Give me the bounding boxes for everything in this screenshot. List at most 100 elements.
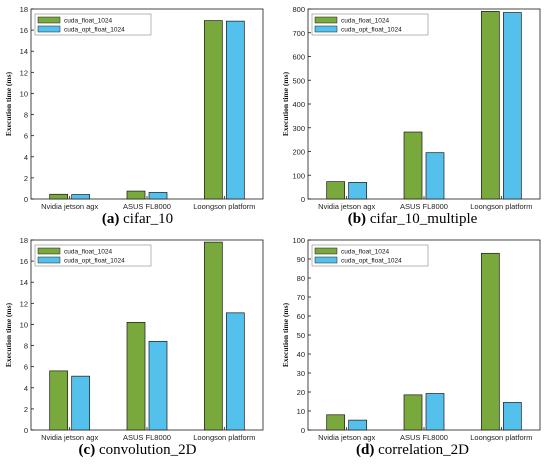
chart-b-xtick-label: Nvidia jetson agx: [318, 202, 375, 211]
chart-b-ytick-label: 200: [292, 148, 305, 157]
caption-b-text: cifar_10_multiple: [369, 211, 478, 227]
chart-b-bar-opt-float: [348, 182, 368, 200]
chart-c-legend-label-float: cuda_float_1024: [64, 249, 112, 256]
chart-a-ytick-label: 0: [24, 195, 28, 204]
chart-a-xtick-label: Loongson platform: [193, 202, 255, 211]
chart-c-ytick-label: 18: [20, 236, 28, 245]
chart-c-bar-opt-float: [225, 312, 245, 431]
chart-a-ytick-label: 14: [20, 47, 28, 56]
chart-d-ytick-label: 0: [301, 426, 305, 435]
chart-b-legend-swatch-opt-float: [314, 25, 338, 33]
chart-d-ytick-label: 60: [297, 312, 305, 321]
chart-c-ytick-label: 14: [20, 278, 28, 287]
chart-d-bar-opt-float: [425, 393, 445, 431]
caption-a: (a) cifar_10: [0, 211, 275, 228]
chart-d-xtick-label: Nvidia jetson agx: [318, 433, 375, 442]
chart-a-plot-frame: [30, 8, 264, 200]
chart-a-bar-float: [49, 193, 69, 200]
chart-a-ytick-label: 18: [20, 5, 28, 14]
chart-a-legend-label-opt-float: cuda_opt_float_1024: [64, 27, 125, 34]
chart-d-ytick-label: 50: [297, 331, 305, 340]
caption-a-label: (a): [101, 211, 120, 227]
chart-b-bar-float: [326, 181, 346, 200]
chart-d-ytick-label: 90: [297, 255, 305, 264]
chart-b-legend-label-float: cuda_float_1024: [341, 18, 389, 25]
chart-a-bar-opt-float: [71, 194, 91, 200]
chart-d-ytick-label: 80: [297, 274, 305, 283]
chart-a-legend-swatch-float: [37, 16, 61, 24]
chart-b-bar-opt-float: [425, 152, 445, 200]
chart-b-bar-float: [480, 11, 500, 200]
chart-d-ytick-label: 40: [297, 350, 305, 359]
chart-c-bar-opt-float: [71, 375, 91, 431]
caption-b: (b) cifar_10_multiple: [275, 211, 550, 228]
chart-b-ytick-label: 600: [292, 53, 305, 62]
chart-c-ytick-label: 16: [20, 257, 28, 266]
chart-b-ylabel: Execution time (ms): [281, 71, 290, 136]
chart-d-ytick-label: 10: [297, 407, 305, 416]
chart-d-bar-opt-float: [348, 419, 368, 431]
caption-d: (d) correlation_2D: [275, 442, 550, 459]
chart-d-legend-label-float: cuda_float_1024: [341, 249, 389, 256]
chart-b-ytick-label: 800: [292, 5, 305, 14]
chart-c-xtick-label: Nvidia jetson agx: [41, 433, 98, 442]
chart-a-ytick-label: 2: [24, 174, 28, 183]
caption-c: (c) convolution_2D: [0, 442, 275, 459]
chart-a-xtick-label: ASUS FL8000: [123, 202, 171, 211]
chart-a-xtick-label: Nvidia jetson agx: [41, 202, 98, 211]
chart-c-bar-float: [203, 241, 223, 431]
chart-c-bar-float: [49, 370, 69, 431]
chart-b-bar-float: [403, 131, 423, 200]
chart-a-ytick-label: 8: [24, 111, 28, 120]
chart-c-ytick-label: 2: [24, 405, 28, 414]
chart-c-plot-frame: [30, 239, 264, 431]
chart-d-bar-float: [480, 252, 500, 431]
chart-b-ytick-label: 500: [292, 76, 305, 85]
caption-b-label: (b): [347, 211, 367, 227]
chart-b-legend-swatch-float: [314, 16, 338, 24]
chart-b-ytick-label: 400: [292, 100, 305, 109]
caption-a-text: cifar_10: [123, 211, 174, 227]
chart-d-xtick-label: ASUS FL8000: [400, 433, 448, 442]
chart-b-xtick-label: ASUS FL8000: [400, 202, 448, 211]
chart-d-ytick-label: 30: [297, 369, 305, 378]
caption-c-label: (c): [78, 442, 96, 458]
chart-a-ytick-label: 6: [24, 132, 28, 141]
chart-a-ytick-label: 10: [20, 89, 28, 98]
chart-c-legend-box: [34, 244, 152, 267]
chart-d-plot-frame: [307, 239, 541, 431]
chart-d-bar-float: [326, 414, 346, 431]
chart-a-bar-opt-float: [148, 192, 168, 200]
chart-a-bar-float: [203, 20, 223, 200]
caption-d-label: (d): [356, 442, 375, 458]
chart-a-ytick-label: 16: [20, 26, 28, 35]
chart-d-xtick-label: Loongson platform: [470, 433, 532, 442]
chart-d-legend-swatch-float: [314, 247, 338, 255]
chart-b-legend-label-opt-float: cuda_opt_float_1024: [341, 27, 402, 34]
chart-d-legend-swatch-opt-float: [314, 256, 338, 264]
chart-a-bar-opt-float: [225, 20, 245, 200]
caption-c-text: convolution_2D: [98, 442, 197, 458]
chart-d-legend-box: [311, 244, 429, 267]
chart-c-xtick-label: ASUS FL8000: [123, 433, 171, 442]
chart-c-ytick-label: 10: [20, 320, 28, 329]
chart-d-bar-float: [403, 394, 423, 431]
chart-a-legend-label-float: cuda_float_1024: [64, 18, 112, 25]
chart-b-ytick-label: 100: [292, 171, 305, 180]
chart-d-ytick-label: 100: [292, 236, 305, 245]
chart-c-ytick-label: 6: [24, 363, 28, 372]
chart-c-legend-swatch-float: [37, 247, 61, 255]
chart-c-legend-swatch-opt-float: [37, 256, 61, 264]
chart-c-ytick-label: 8: [24, 342, 28, 351]
chart-b-ytick-label: 700: [292, 29, 305, 38]
chart-c-ylabel: Execution time (ms): [4, 302, 13, 367]
chart-d-ytick-label: 70: [297, 293, 305, 302]
chart-c-bar-opt-float: [148, 340, 168, 431]
chart-a-legend-swatch-opt-float: [37, 25, 61, 33]
chart-d-ylabel: Execution time (ms): [281, 302, 290, 367]
chart-d-bar-opt-float: [502, 402, 522, 431]
chart-b-xtick-label: Loongson platform: [470, 202, 532, 211]
chart-a-ytick-label: 4: [24, 153, 28, 162]
chart-c-xtick-label: Loongson platform: [193, 433, 255, 442]
